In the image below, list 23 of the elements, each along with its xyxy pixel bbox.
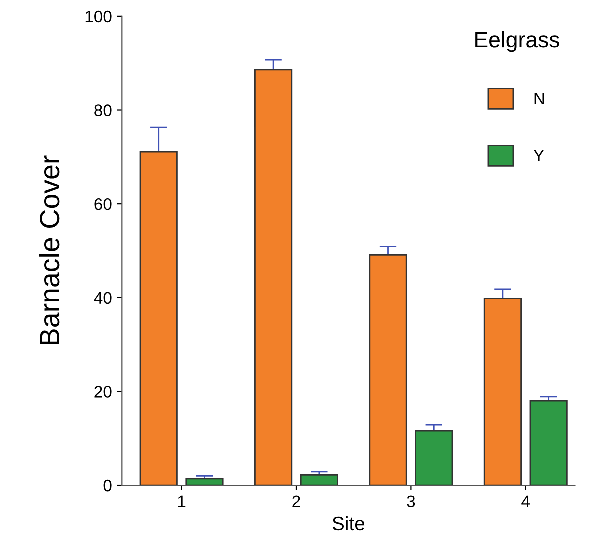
legend-title: Eelgrass <box>476 31 560 52</box>
legend-label: Y <box>534 150 544 162</box>
bar <box>369 254 408 486</box>
x-tick-label: 2 <box>292 496 300 508</box>
y-tick-label: 100 <box>86 10 112 23</box>
bar <box>140 151 178 486</box>
bar <box>300 474 338 486</box>
y-axis-title: Barnacle Cover <box>39 156 60 344</box>
bar <box>186 478 224 486</box>
bar <box>415 430 454 486</box>
y-tick-label: 40 <box>94 292 112 304</box>
x-tick-label: 1 <box>178 496 186 508</box>
y-tick-label: 20 <box>94 386 112 398</box>
x-tick-label: 4 <box>522 496 530 508</box>
y-tick-label: 0 <box>104 480 112 492</box>
bar <box>254 69 293 486</box>
x-axis-title: Site <box>332 516 365 531</box>
y-tick-label: 60 <box>94 198 112 210</box>
y-tick-label: 80 <box>94 104 112 116</box>
x-tick-label: 3 <box>407 496 416 508</box>
bar <box>484 298 522 486</box>
bar <box>530 400 568 486</box>
legend-label: N <box>534 93 544 104</box>
